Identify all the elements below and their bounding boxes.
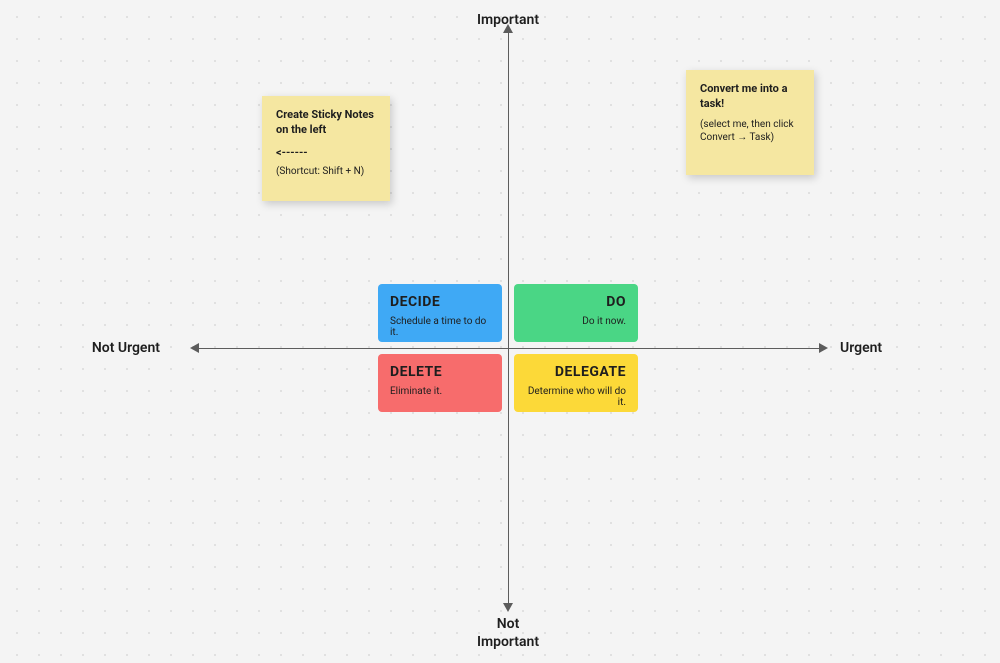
quadrant-delete-subtitle: Eliminate it. [390, 386, 490, 397]
quadrant-decide-title: DECIDE [390, 294, 490, 310]
sticky-note-create-subtitle: (Shortcut: Shift + N) [276, 165, 376, 179]
arrowhead-right-icon [819, 343, 828, 353]
quadrant-decide-subtitle: Schedule a time to do it. [390, 316, 490, 338]
quadrant-delegate-title: DELEGATE [526, 364, 626, 380]
sticky-note-create-arrow: <------ [276, 146, 376, 159]
axis-label-bottom: Not Important [448, 616, 568, 651]
axis-horizontal [198, 348, 820, 349]
arrowhead-left-icon [190, 343, 199, 353]
sticky-note-convert[interactable]: Convert me into a task! (select me, then… [686, 70, 814, 175]
quadrant-decide[interactable]: DECIDE Schedule a time to do it. [378, 284, 502, 342]
axis-vertical [508, 32, 509, 604]
quadrant-delete-title: DELETE [390, 364, 490, 380]
sticky-note-convert-title: Convert me into a task! [700, 82, 800, 112]
quadrant-do-title: DO [526, 294, 626, 310]
axis-label-right: Urgent [840, 340, 930, 358]
axis-label-left: Not Urgent [70, 340, 160, 358]
quadrant-delegate[interactable]: DELEGATE Determine who will do it. [514, 354, 638, 412]
arrowhead-down-icon [503, 603, 513, 612]
quadrant-do[interactable]: DO Do it now. [514, 284, 638, 342]
quadrant-do-subtitle: Do it now. [526, 316, 626, 327]
quadrant-delete[interactable]: DELETE Eliminate it. [378, 354, 502, 412]
axis-label-top: Important [448, 12, 568, 30]
sticky-note-convert-subtitle: (select me, then click Convert → Task) [700, 118, 800, 145]
sticky-note-create[interactable]: Create Sticky Notes on the left <------ … [262, 96, 390, 201]
quadrant-delegate-subtitle: Determine who will do it. [526, 386, 626, 408]
sticky-note-create-title: Create Sticky Notes on the left [276, 108, 376, 138]
